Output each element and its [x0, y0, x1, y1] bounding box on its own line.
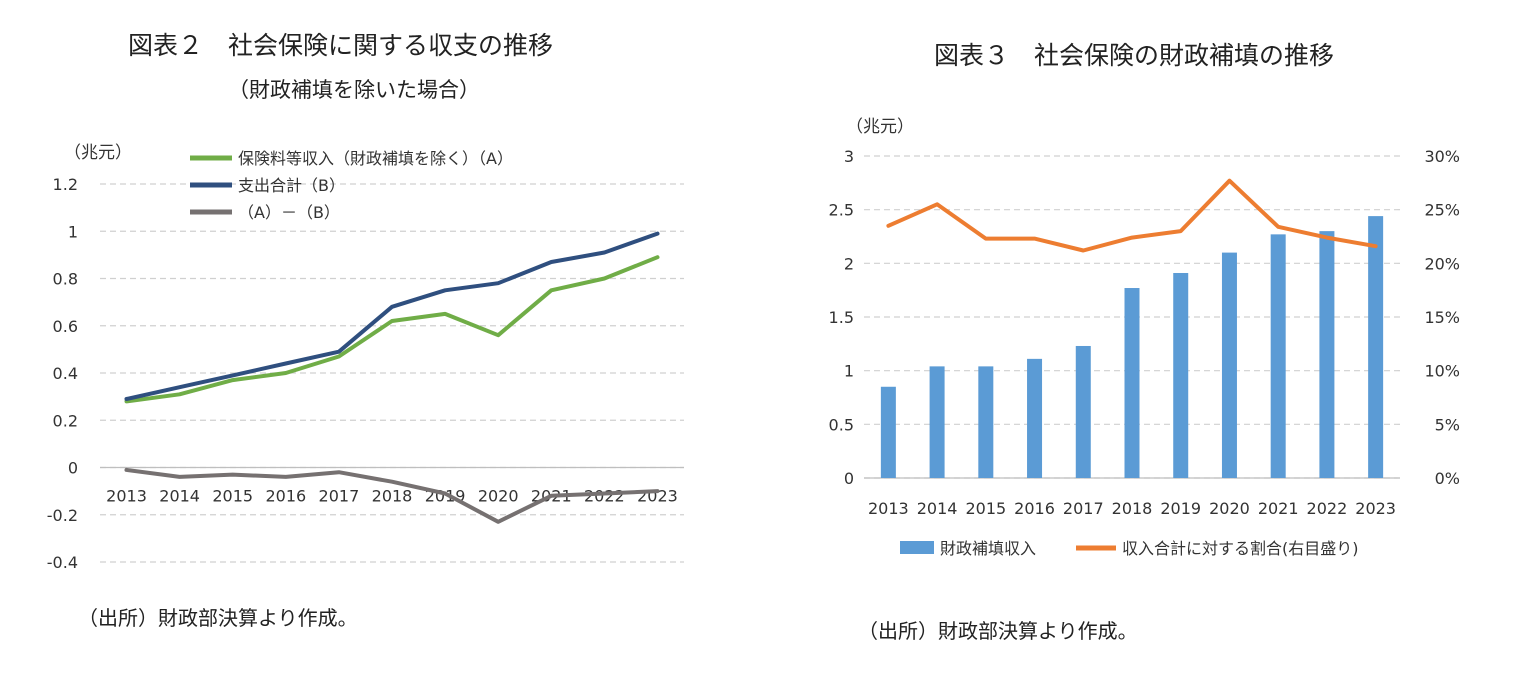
right-y-tick-label-left: 2: [844, 254, 854, 273]
right-legend-label-bar: 財政補填収入: [940, 539, 1036, 558]
right-y-tick-label-right: 20%: [1424, 254, 1460, 273]
right-x-tick-label: 2016: [1014, 499, 1055, 518]
right-y-tick-label-left: 0.5: [829, 415, 854, 434]
left-line-chart: （兆元） 1.2 1 0.8 0.6 0.4 0.2 0 -0.2 -0.4 2013 2014 201…: [47, 143, 684, 572]
right-bar: [1124, 288, 1140, 478]
left-x-tick-label: 2020: [478, 487, 519, 506]
left-y-tick-label: -0.4: [47, 553, 78, 572]
right-legend-label-line: 収入合計に対する割合(右目盛り): [1122, 539, 1359, 558]
right-x-tick-label: 2022: [1307, 499, 1348, 518]
right-bar: [1270, 234, 1286, 478]
right-x-tick-label: 2018: [1112, 499, 1153, 518]
right-x-tick-label: 2020: [1209, 499, 1250, 518]
left-y-tick-label: 0.8: [53, 270, 78, 289]
left-series-line-0: [124, 255, 660, 404]
right-y-tick-label-left: 2.5: [829, 201, 854, 220]
left-y-tick-label: 0.4: [53, 364, 78, 383]
left-y-tick-label: 0.2: [53, 411, 78, 430]
right-x-tick-label: 2015: [965, 499, 1006, 518]
left-y-tick-label: 0: [68, 459, 78, 478]
left-y-tick-label: 1: [68, 222, 78, 241]
right-x-tick-label: 2014: [917, 499, 958, 518]
left-x-tick-label: 2018: [372, 487, 413, 506]
right-bar: [1368, 216, 1384, 478]
right-bar: [929, 366, 945, 478]
right-x-tick-label: 2021: [1258, 499, 1299, 518]
right-source-note: （出所）財政部決算より作成。: [858, 619, 1138, 643]
right-y-tick-label-right: 5%: [1435, 415, 1460, 434]
left-legend-label-2: （A）－（B）: [238, 203, 340, 222]
right-y-tick-label-right: 30%: [1424, 147, 1460, 166]
right-y-tick-label-right: 10%: [1424, 362, 1460, 381]
left-x-tick-label: 2015: [212, 487, 253, 506]
right-y-tick-label-right: 25%: [1424, 201, 1460, 220]
right-chart-panel: 図表３ 社会保険の財政補填の推移 （兆元） 3 2.5 2 1.5 1 0.5 0 30% 25%…: [760, 0, 1514, 678]
left-chart-panel: 図表２ 社会保険に関する収支の推移 （財政補填を除いた場合） （兆元） 1.2 1 0…: [0, 0, 740, 678]
right-bar: [880, 386, 896, 478]
right-x-tick-label: 2019: [1160, 499, 1201, 518]
right-y-tick-label-left: 1.5: [829, 308, 854, 327]
right-y-tick-label-left: 1: [844, 362, 854, 381]
right-chart-title: 図表３ 社会保険の財政補填の推移: [934, 41, 1335, 70]
right-bar: [1027, 358, 1043, 478]
left-y-tick-label: -0.2: [47, 506, 78, 525]
left-x-tick-label: 2016: [265, 487, 306, 506]
left-x-tick-label: 2013: [106, 487, 147, 506]
right-x-tick-label: 2013: [868, 499, 909, 518]
left-legend-label-1: 支出合計（B）: [238, 176, 345, 195]
right-combo-chart: （兆元） 3 2.5 2 1.5 1 0.5 0 30% 25% 20% 15% 10% 5% 0% 2013…: [829, 117, 1460, 558]
left-y-unit-label: （兆元）: [64, 143, 132, 163]
left-x-tick-label: 2017: [319, 487, 360, 506]
right-x-tick-label: 2023: [1355, 499, 1396, 518]
left-chart-subtitle: （財政補填を除いた場合）: [228, 78, 480, 102]
right-bar: [1319, 231, 1335, 478]
right-bar: [1173, 272, 1189, 478]
left-series-line-1: [124, 231, 660, 401]
left-y-tick-label: 0.6: [53, 317, 78, 336]
left-y-tick-label: 1.2: [53, 175, 78, 194]
right-y-tick-label-right: 15%: [1424, 308, 1460, 327]
right-legend-swatch-bar: [900, 541, 934, 554]
right-y-tick-label-left: 3: [844, 147, 854, 166]
right-y-unit-label: （兆元）: [846, 117, 914, 137]
right-bar: [978, 366, 994, 478]
right-bar: [1075, 345, 1091, 478]
left-legend-label-0: 保険料等収入（財政補填を除く）（A）: [238, 149, 513, 168]
left-series-line-2: [124, 467, 660, 524]
right-x-tick-label: 2017: [1063, 499, 1104, 518]
left-x-tick-label: 2014: [159, 487, 200, 506]
right-y-tick-label-right: 0%: [1435, 469, 1460, 488]
right-bar: [1221, 252, 1237, 478]
left-source-note: （出所）財政部決算より作成。: [78, 606, 358, 630]
left-chart-title: 図表２ 社会保険に関する収支の推移: [128, 31, 554, 60]
right-ratio-line: [886, 178, 1378, 253]
right-y-tick-label-left: 0: [844, 469, 854, 488]
